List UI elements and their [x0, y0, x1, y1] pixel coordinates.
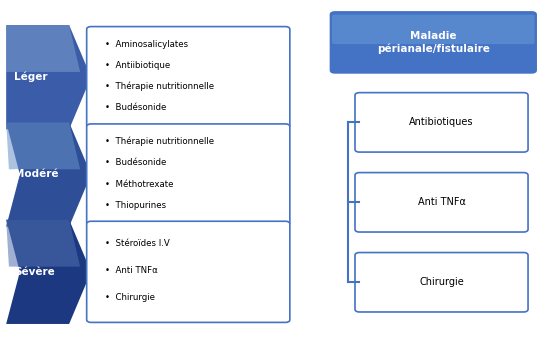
Text: •  Chirurgie: • Chirurgie	[105, 293, 155, 302]
Text: •  Budésonide: • Budésonide	[105, 158, 166, 167]
Polygon shape	[6, 220, 91, 324]
Polygon shape	[6, 122, 91, 227]
Polygon shape	[6, 220, 80, 267]
FancyBboxPatch shape	[332, 15, 535, 44]
Polygon shape	[6, 122, 80, 169]
Text: •  Budésonide: • Budésonide	[105, 103, 166, 112]
FancyBboxPatch shape	[87, 221, 290, 322]
Text: Léger: Léger	[14, 72, 48, 82]
Text: •  Anti TNFα: • Anti TNFα	[105, 266, 158, 275]
FancyBboxPatch shape	[330, 12, 536, 73]
FancyBboxPatch shape	[87, 27, 290, 128]
Polygon shape	[6, 25, 91, 129]
Text: •  Stéroïdes I.V: • Stéroïdes I.V	[105, 239, 170, 248]
FancyBboxPatch shape	[355, 173, 528, 232]
Text: •  Antiibiotique: • Antiibiotique	[105, 61, 170, 70]
FancyBboxPatch shape	[355, 253, 528, 312]
Text: •  Thérapie nutritionnelle: • Thérapie nutritionnelle	[105, 137, 214, 146]
Text: Antibiotiques: Antibiotiques	[409, 117, 474, 127]
Text: •  Thérapie nutritionnelle: • Thérapie nutritionnelle	[105, 82, 214, 91]
Text: Modéré: Modéré	[14, 170, 59, 179]
Text: •  Thiopurines: • Thiopurines	[105, 201, 166, 210]
Polygon shape	[6, 25, 80, 72]
Text: Maladie
périanale/fistulaire: Maladie périanale/fistulaire	[377, 31, 490, 53]
Text: Chirurgie: Chirurgie	[419, 277, 464, 287]
Text: Sévère: Sévère	[14, 267, 55, 277]
Text: •  Méthotrexate: • Méthotrexate	[105, 179, 173, 188]
Text: Anti TNFα: Anti TNFα	[418, 197, 466, 207]
Text: •  Aminosalicylates: • Aminosalicylates	[105, 40, 188, 49]
FancyBboxPatch shape	[87, 124, 290, 225]
FancyBboxPatch shape	[355, 92, 528, 152]
